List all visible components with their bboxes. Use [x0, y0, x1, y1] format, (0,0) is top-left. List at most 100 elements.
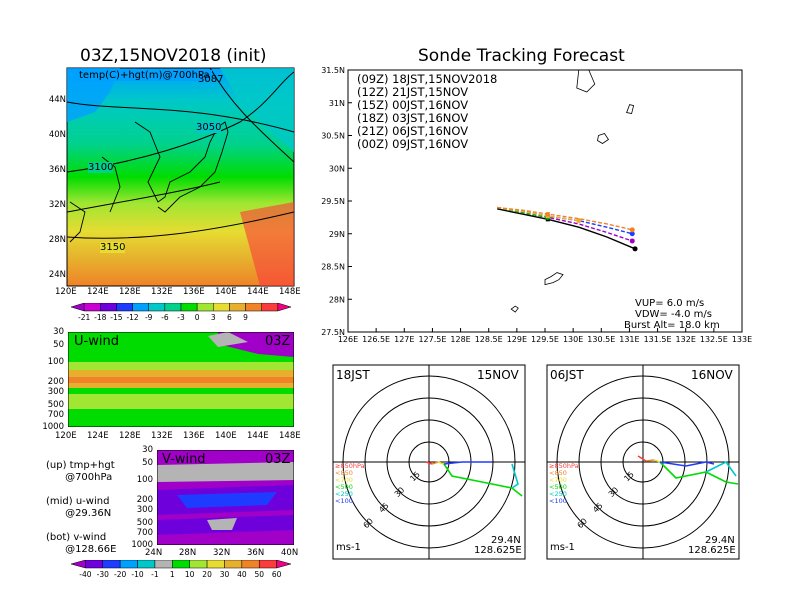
- vwind-label: V-wind: [162, 452, 206, 467]
- colorbar-swatch: [261, 303, 279, 312]
- hodo-level-label: ≥850hPa: [335, 462, 365, 470]
- map-lon-axis: 120E 124E 128E 132E 136E 140E 144E 148E: [55, 287, 315, 299]
- legend-entry: (12Z) 21JST,15NOV: [357, 85, 469, 99]
- track-lon-label: 132.5E: [700, 335, 728, 344]
- map-lat-axis: 44N 40N 36N 32N 28N 24N: [40, 62, 68, 292]
- uwind-pressure-tick: 700: [47, 410, 64, 420]
- hodo-level-label: <700: [549, 476, 567, 484]
- track-lon-label: 128.5E: [475, 335, 503, 344]
- hodo-trace: [431, 461, 439, 465]
- uwind-pressure-tick: 300: [47, 387, 64, 397]
- hodo-trace: [637, 455, 647, 462]
- colorbar-tick: 40: [237, 570, 247, 578]
- uwind-lon-tick: 124E: [87, 431, 109, 441]
- contour-label-3087: 3087: [198, 74, 224, 85]
- colorbar-tick: -1: [151, 570, 159, 578]
- uwind-pressure-tick: 50: [53, 340, 64, 350]
- map-lon-tick: 140E: [215, 287, 237, 297]
- colorbar-tick: 50: [254, 570, 264, 578]
- hodo-trace: [645, 459, 655, 462]
- track-series-line: [497, 206, 633, 231]
- colorbar-tick: -18: [94, 313, 106, 321]
- hodo-trace: [511, 463, 519, 489]
- uwind-lon-tick: 144E: [247, 431, 269, 441]
- vwind-pressure-tick: 700: [136, 528, 153, 538]
- contour-label-3100: 3100: [88, 162, 114, 173]
- hodo-level-label: <500: [335, 483, 353, 491]
- map-lat-tick: 36N: [48, 165, 66, 175]
- map-lat-tick: 24N: [48, 270, 66, 280]
- colorbar-tick: -15: [110, 313, 122, 321]
- uwind-pressure-axis: 30 50 100 200 300 500 700 1000: [38, 327, 66, 432]
- island-yakushima: [597, 133, 610, 144]
- colorbar-swatch: [241, 560, 260, 569]
- map-lon-tick: 132E: [151, 287, 173, 297]
- map-lat-tick: 44N: [48, 95, 66, 105]
- track-lon-label: 126.5E: [362, 335, 390, 344]
- hodo-time: 18JST: [336, 368, 370, 382]
- kyushu-coast: [576, 69, 596, 93]
- track-lon-label: 133E: [732, 335, 752, 344]
- map-lon-tick: 128E: [119, 287, 141, 297]
- track-lon-label: 126E: [338, 335, 358, 344]
- colorbar-swatch: [102, 560, 121, 569]
- track-end-point: [629, 231, 635, 237]
- track-end-point: [629, 227, 635, 233]
- uwind-lon-tick: 140E: [215, 431, 237, 441]
- map-lon-tick: 136E: [183, 287, 205, 297]
- colorbar-tick: -20: [114, 570, 126, 578]
- island-tanegashima: [626, 104, 635, 115]
- colorbar-tick: 20: [202, 570, 212, 578]
- track-lon-label: 129.5E: [531, 335, 559, 344]
- track-plot: 31.5N31N30.5N30N29.5N29N28.5N28N27.5N126…: [321, 66, 752, 344]
- track-frame: [347, 69, 743, 333]
- track-lon-label: 127E: [394, 335, 414, 344]
- map-lon-tick: 124E: [87, 287, 109, 297]
- panel-notes: (up) tmp+hgt @700hPa (mid) u-wind @29.36…: [46, 460, 117, 555]
- track-lat-label: 31.5N: [321, 66, 345, 75]
- colorbar-swatch: [229, 303, 246, 312]
- hodo-trace: [443, 461, 492, 465]
- colorbar-swatch: [258, 560, 277, 569]
- uwind-pressure-tick: 200: [47, 377, 64, 387]
- track-end-point: [632, 246, 638, 252]
- island: [510, 305, 519, 313]
- colorbar-tick: 60: [272, 570, 282, 578]
- colorbar-swatch: [245, 303, 262, 312]
- colorbar-tick: 1: [170, 570, 175, 578]
- hodo-level-label: <700: [335, 476, 353, 484]
- track-lat-label: 27.5N: [321, 328, 345, 337]
- track-lat-label: 30N: [329, 164, 345, 173]
- track-lon-label: 127.5E: [418, 335, 446, 344]
- hodo-level-label: <250: [549, 490, 567, 498]
- hodo-trace: [443, 463, 523, 497]
- uwind-lon-tick: 128E: [119, 431, 141, 441]
- colorbar-swatch: [164, 303, 182, 312]
- temperature-map-panel: [66, 67, 295, 287]
- track-lon-label: 131E: [619, 335, 639, 344]
- colorbar-tick: -40: [79, 570, 91, 578]
- uwind-pressure-tick: 1000: [42, 422, 64, 432]
- colorbar-swatch: [196, 303, 214, 312]
- map-label: temp(C)+hgt(m)@700hPa: [77, 70, 212, 81]
- track-lon-label: 132E: [676, 335, 696, 344]
- colorbar-swatch: [154, 560, 173, 569]
- sonde-burst: Burst Alt= 18.0 km: [624, 320, 720, 331]
- track-mid-marker: [545, 212, 550, 217]
- track-lon-label: 131.5E: [644, 335, 672, 344]
- colorbar-tick: -9: [145, 313, 153, 321]
- vwind-pressure-tick: 200: [136, 495, 153, 505]
- colorbar-swatch: [224, 560, 243, 569]
- island-amami: [544, 272, 564, 286]
- colorbar-swatch: [70, 303, 85, 312]
- map-lat-tick: 32N: [48, 200, 66, 210]
- hodo-level-label: <850: [549, 469, 567, 477]
- track-legend: (09Z) 18JST,15NOV2018 (12Z) 21JST,15NOV …: [357, 73, 497, 151]
- hodo-date: 15NOV: [477, 368, 519, 382]
- wind-colorbar: -40 -30 -20 -10 -1 1 10 20 30 40 50 60: [70, 560, 292, 578]
- hodo-level-label: <500: [549, 483, 567, 491]
- uwind-lon-tick: 120E: [55, 431, 77, 441]
- colorbar-swatch: [148, 303, 166, 312]
- map-lon-tick: 148E: [279, 287, 301, 297]
